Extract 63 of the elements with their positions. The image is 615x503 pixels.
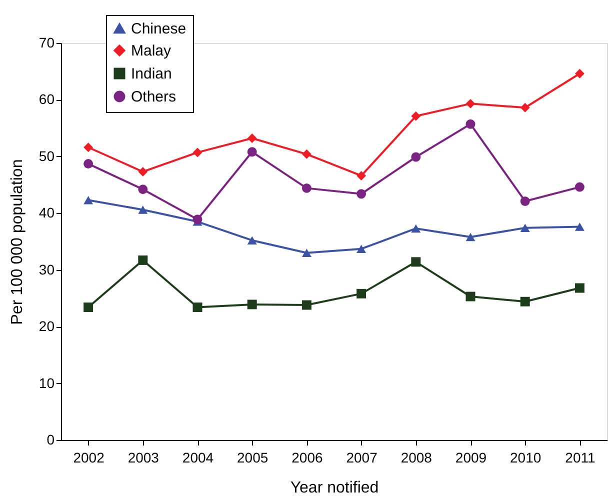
point — [138, 206, 148, 214]
y-tick-label: 20 — [38, 318, 55, 334]
point — [411, 111, 421, 121]
point — [138, 184, 148, 194]
point — [520, 102, 530, 112]
point — [356, 170, 366, 180]
y-tick-label: 70 — [38, 34, 55, 50]
x-tick-label: 2010 — [510, 450, 542, 466]
point — [466, 292, 476, 302]
point — [520, 296, 530, 306]
legend-label: Malay — [131, 42, 172, 60]
point — [138, 255, 148, 265]
y-tick-label: 60 — [38, 91, 55, 108]
x-tick-label: 2002 — [73, 450, 105, 466]
point — [84, 142, 94, 152]
point — [520, 224, 530, 232]
point — [356, 288, 366, 298]
point — [247, 236, 257, 244]
point — [302, 248, 312, 257]
y-tick-label: 10 — [38, 374, 55, 391]
legend-label: Indian — [131, 66, 172, 82]
point — [302, 300, 312, 310]
point — [138, 167, 148, 176]
legend-label: Chinese — [131, 20, 186, 38]
x-tick-label: 2005 — [237, 450, 268, 466]
point — [192, 148, 202, 158]
point — [247, 300, 257, 310]
y-tick-label: 50 — [38, 148, 55, 164]
point — [411, 152, 421, 162]
point — [356, 244, 366, 253]
y-tick-label: 40 — [38, 204, 55, 221]
point — [411, 224, 421, 233]
x-tick-label: 2008 — [400, 450, 432, 466]
y-axis-title: Per 100 000 population — [8, 159, 26, 325]
point — [574, 222, 584, 231]
point — [466, 232, 476, 242]
point — [302, 183, 312, 193]
point — [84, 302, 94, 312]
point — [574, 182, 584, 192]
x-tick-label: 2006 — [292, 450, 323, 466]
point — [411, 257, 421, 267]
legend-label: Others — [131, 88, 176, 106]
x-tick-label: 2011 — [565, 450, 596, 466]
point — [84, 196, 94, 204]
point — [466, 98, 476, 108]
point — [574, 68, 584, 78]
point — [574, 283, 584, 293]
x-tick-label: 2007 — [346, 450, 378, 466]
point — [247, 134, 257, 144]
y-tick-label: 30 — [38, 261, 55, 278]
point — [356, 189, 366, 199]
point — [520, 196, 530, 206]
point — [247, 147, 257, 157]
x-axis-title: Year notified — [290, 480, 379, 496]
x-tick-label: 2009 — [455, 450, 487, 466]
point — [192, 302, 202, 312]
point — [466, 119, 476, 129]
y-tick-label: 0 — [46, 432, 55, 448]
x-tick-label: 2003 — [128, 450, 160, 466]
point — [302, 149, 312, 159]
x-tick-label: 2004 — [182, 450, 214, 466]
point — [84, 159, 94, 169]
point — [192, 214, 202, 224]
